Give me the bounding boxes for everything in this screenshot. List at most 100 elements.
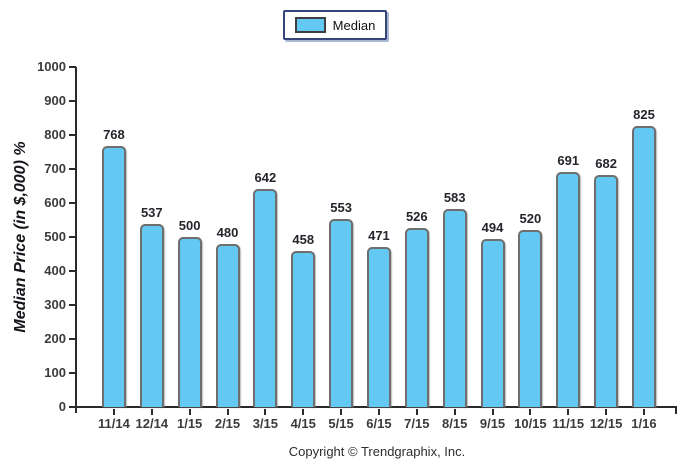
bar-value-label: 553 xyxy=(330,200,352,215)
y-tick xyxy=(69,236,76,238)
y-tick-label: 900 xyxy=(44,93,66,108)
bar xyxy=(366,247,391,407)
bar xyxy=(291,251,316,407)
bar-value-label: 682 xyxy=(595,156,617,171)
y-tick xyxy=(69,202,76,204)
x-axis-label: 12/14 xyxy=(135,416,169,431)
bar-slot-7-15: 526 xyxy=(398,67,436,415)
bar-slot-10-15: 520 xyxy=(511,67,549,415)
x-tick xyxy=(340,409,343,415)
bar xyxy=(139,224,164,407)
bar xyxy=(631,126,656,407)
bar-slot-4-15: 458 xyxy=(284,67,322,415)
bar-slot-9-15: 494 xyxy=(474,67,512,415)
x-axis-label: 11/14 xyxy=(98,416,130,431)
bar-value-label: 494 xyxy=(481,220,504,235)
x-axis-label: 10/15 xyxy=(514,416,547,431)
bar xyxy=(177,237,202,407)
copyright-text: Copyright © Trendgraphix, Inc. xyxy=(288,444,466,459)
bar-slot-3-15: 642 xyxy=(246,67,284,415)
bar xyxy=(253,189,278,407)
bar-value-label: 537 xyxy=(140,205,163,220)
x-tick xyxy=(567,409,570,415)
x-tick xyxy=(264,409,267,415)
y-tick xyxy=(69,66,76,68)
y-tick xyxy=(69,270,76,272)
y-tick-label: 600 xyxy=(44,195,66,210)
y-tick-label: 800 xyxy=(44,127,66,142)
x-tick xyxy=(377,409,380,415)
y-tick xyxy=(69,338,76,340)
bar xyxy=(404,228,429,407)
bar-value-label: 526 xyxy=(405,209,428,224)
bar-value-label: 471 xyxy=(368,228,390,243)
y-tick-label: 0 xyxy=(58,399,66,414)
bar-value-label: 458 xyxy=(292,232,315,247)
legend-swatch-median xyxy=(294,17,326,33)
x-axis-label: 4/15 xyxy=(290,416,316,431)
y-tick xyxy=(69,100,76,102)
x-axis-line xyxy=(75,406,677,408)
bar-value-label: 825 xyxy=(633,107,655,122)
x-axis-label-row: 11/14 12/14 1/15 2/15 3/15 4/15 5/15 6/15 7/15 8/… xyxy=(77,416,677,431)
x-tick xyxy=(226,409,229,415)
x-axis-label: 12/15 xyxy=(589,416,623,431)
y-tick-label: 100 xyxy=(44,365,66,380)
bar xyxy=(556,172,581,407)
x-tick xyxy=(415,409,418,415)
x-tick xyxy=(491,409,494,415)
x-tick xyxy=(642,409,645,415)
x-tick xyxy=(112,409,115,415)
x-axis-label: 9/15 xyxy=(479,416,506,431)
bar-value-label: 768 xyxy=(103,127,125,142)
x-axis-label: 1/15 xyxy=(176,416,203,431)
x-axis-label: 3/15 xyxy=(252,416,279,431)
bars-row: 768 537 500 480 642 458 553 471 526 583 494 520 691 6… xyxy=(77,67,677,415)
x-axis-label: 5/15 xyxy=(328,416,354,431)
bar xyxy=(329,219,354,407)
bar-slot-8-15: 583 xyxy=(436,67,474,415)
x-tick xyxy=(302,409,305,415)
bar-value-label: 480 xyxy=(216,225,239,240)
y-tick xyxy=(69,168,76,170)
bar-value-label: 520 xyxy=(519,211,542,226)
bar xyxy=(101,146,126,407)
bar-value-label: 642 xyxy=(254,170,277,185)
x-axis-end-tick xyxy=(675,406,677,414)
x-axis-label: 8/15 xyxy=(442,416,468,431)
y-tick xyxy=(69,304,76,306)
bar-value-label: 500 xyxy=(178,218,201,233)
bar-slot-6-15: 471 xyxy=(360,67,398,415)
bar-slot-1-16: 825 xyxy=(625,67,663,415)
legend: Median xyxy=(283,10,387,40)
y-tick-label: 700 xyxy=(44,161,66,176)
y-tick xyxy=(69,406,76,408)
x-axis-label: 2/15 xyxy=(214,416,241,431)
bar-value-label: 691 xyxy=(557,153,580,168)
y-tick xyxy=(69,372,76,374)
bar-slot-11-14: 768 xyxy=(95,67,133,415)
x-tick xyxy=(453,409,456,415)
y-axis-line xyxy=(75,67,77,413)
x-tick xyxy=(188,409,191,415)
x-tick xyxy=(150,409,153,415)
x-axis-label: 7/15 xyxy=(404,416,430,431)
y-tick-label: 300 xyxy=(44,297,66,312)
x-axis-label: 11/15 xyxy=(552,416,585,431)
y-tick-label: 1000 xyxy=(37,59,66,74)
bar xyxy=(480,239,505,407)
bar xyxy=(594,175,619,407)
y-tick xyxy=(69,134,76,136)
bar-slot-2-15: 480 xyxy=(209,67,247,415)
bar-slot-12-14: 537 xyxy=(133,67,171,415)
x-tick xyxy=(529,409,532,415)
bar xyxy=(442,209,467,407)
x-axis-label: 6/15 xyxy=(366,416,392,431)
bar xyxy=(215,244,240,407)
x-tick xyxy=(605,409,608,415)
bar-slot-1-15: 500 xyxy=(171,67,209,415)
y-tick-label: 200 xyxy=(44,331,66,346)
bar-slot-11-15: 691 xyxy=(549,67,587,415)
bar xyxy=(518,230,543,407)
